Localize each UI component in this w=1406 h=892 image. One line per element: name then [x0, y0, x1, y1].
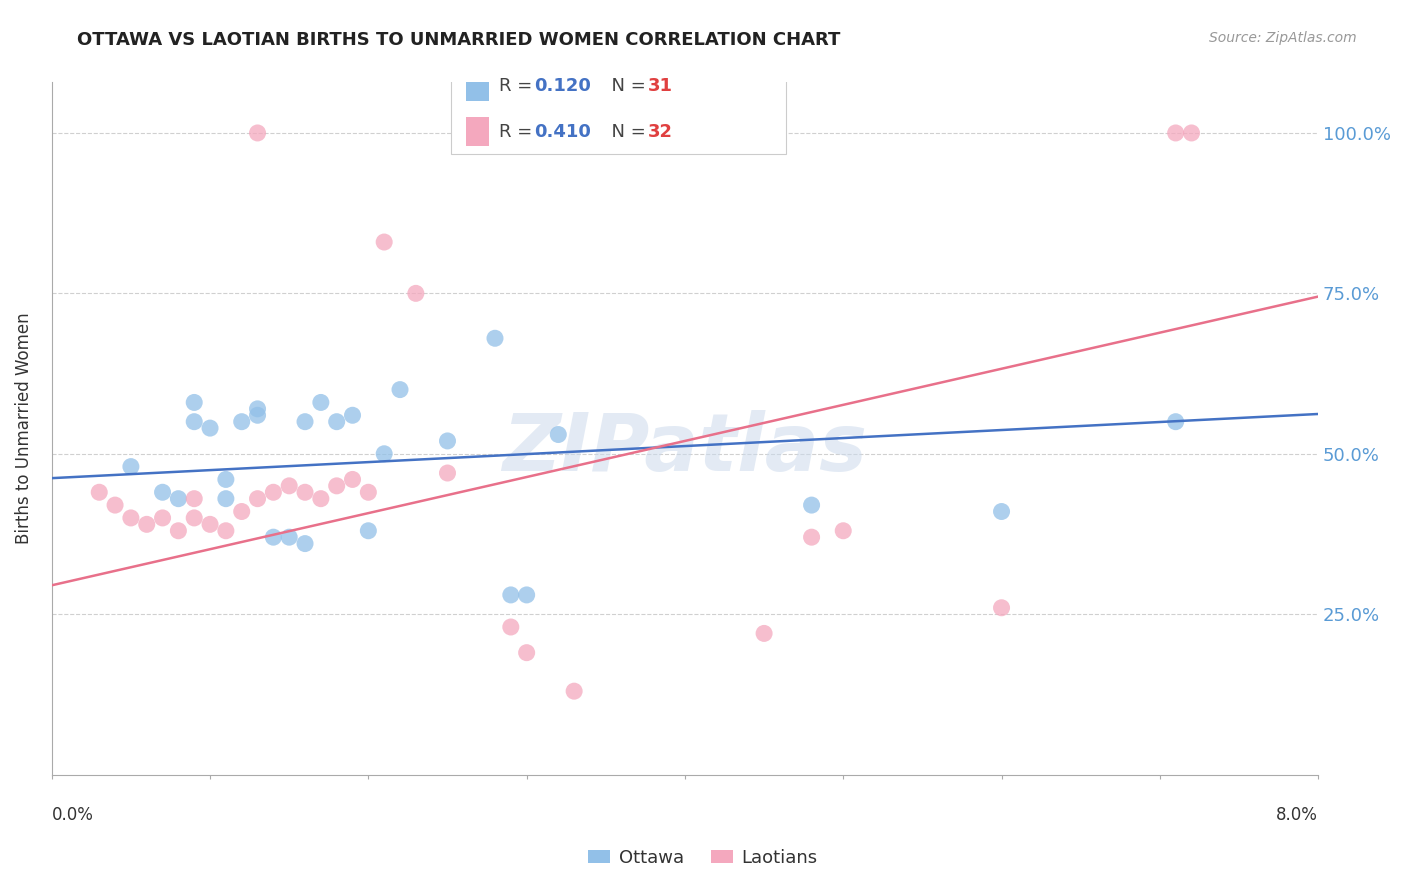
Point: [231, 504, 253, 518]
Text: 8.0%: 8.0%: [1277, 805, 1319, 823]
Point: [152, 511, 174, 525]
Point: [262, 485, 284, 500]
Point: [262, 530, 284, 544]
Point: [246, 409, 269, 423]
Point: [436, 434, 458, 448]
Point: [547, 427, 569, 442]
Point: [562, 684, 585, 698]
Text: 0.0%: 0.0%: [52, 805, 94, 823]
Point: [294, 415, 316, 429]
Point: [294, 485, 316, 500]
Point: [800, 498, 823, 512]
Point: [990, 504, 1012, 518]
Point: [309, 491, 332, 506]
Point: [183, 415, 205, 429]
Point: [800, 530, 823, 544]
Point: [309, 395, 332, 409]
Point: [89, 485, 111, 500]
Point: [231, 415, 253, 429]
Point: [246, 126, 269, 140]
Point: [120, 459, 142, 474]
Point: [198, 517, 221, 532]
Point: [752, 626, 775, 640]
Text: R =: R =: [499, 78, 537, 95]
Point: [246, 491, 269, 506]
Text: N =: N =: [600, 78, 651, 95]
Point: [832, 524, 855, 538]
Text: 31: 31: [648, 78, 673, 95]
Point: [198, 421, 221, 435]
Point: [342, 409, 364, 423]
Point: [278, 530, 301, 544]
Text: 0.120: 0.120: [534, 78, 591, 95]
Point: [278, 479, 301, 493]
Text: OTTAWA VS LAOTIAN BIRTHS TO UNMARRIED WOMEN CORRELATION CHART: OTTAWA VS LAOTIAN BIRTHS TO UNMARRIED WO…: [77, 31, 841, 49]
Point: [499, 620, 522, 634]
FancyBboxPatch shape: [451, 75, 786, 154]
Point: [325, 479, 347, 493]
Bar: [465, 117, 489, 146]
Point: [167, 524, 190, 538]
Point: [484, 331, 506, 345]
Point: [436, 466, 458, 480]
Point: [388, 383, 411, 397]
Point: [215, 472, 238, 486]
Point: [499, 126, 522, 140]
Point: [167, 491, 190, 506]
Point: [246, 401, 269, 416]
Point: [1180, 126, 1202, 140]
Point: [120, 511, 142, 525]
Point: [215, 524, 238, 538]
Point: [152, 485, 174, 500]
Point: [183, 395, 205, 409]
Point: [135, 517, 157, 532]
Point: [516, 126, 538, 140]
Point: [516, 646, 538, 660]
Text: N =: N =: [600, 122, 651, 141]
Point: [1164, 415, 1187, 429]
Text: 0.410: 0.410: [534, 122, 591, 141]
Text: Source: ZipAtlas.com: Source: ZipAtlas.com: [1209, 31, 1357, 45]
Point: [215, 491, 238, 506]
Point: [499, 588, 522, 602]
Point: [357, 524, 380, 538]
Point: [183, 511, 205, 525]
Y-axis label: Births to Unmarried Women: Births to Unmarried Women: [15, 312, 32, 544]
Text: 32: 32: [648, 122, 673, 141]
Bar: [465, 72, 489, 101]
Point: [183, 491, 205, 506]
Point: [325, 415, 347, 429]
Point: [357, 485, 380, 500]
Point: [342, 472, 364, 486]
Point: [405, 286, 427, 301]
Point: [373, 235, 395, 249]
Point: [104, 498, 127, 512]
Point: [294, 536, 316, 550]
Point: [1164, 126, 1187, 140]
Point: [373, 447, 395, 461]
Point: [516, 588, 538, 602]
Point: [990, 600, 1012, 615]
Text: ZIPatlas: ZIPatlas: [502, 410, 868, 488]
Text: R =: R =: [499, 122, 537, 141]
Legend: Ottawa, Laotians: Ottawa, Laotians: [581, 842, 825, 874]
